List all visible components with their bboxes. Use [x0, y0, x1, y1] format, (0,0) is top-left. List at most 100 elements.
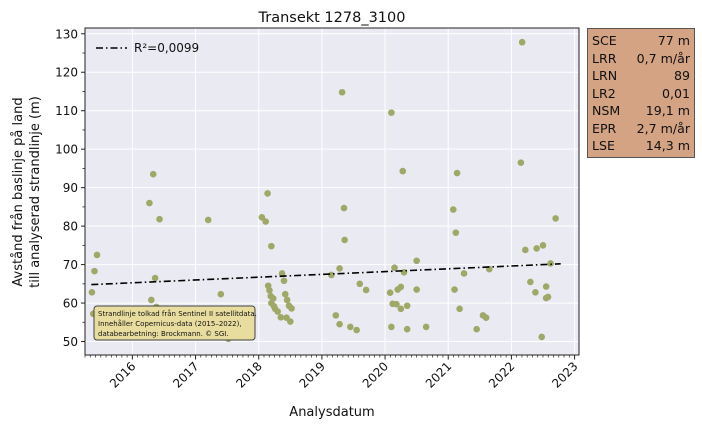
- data-point: [336, 320, 343, 328]
- data-point: [413, 286, 420, 293]
- data-point: [532, 288, 539, 296]
- stat-value: 0,7 m/år: [636, 50, 690, 66]
- y-tick-label: 90: [63, 181, 78, 195]
- data-point: [397, 305, 405, 313]
- y-axis-label-line2: till analyserad strandlinje (m): [28, 96, 43, 288]
- data-point: [399, 167, 407, 175]
- data-point: [217, 290, 225, 298]
- data-point: [533, 245, 540, 252]
- stat-value: 19,1 m: [645, 103, 690, 118]
- data-point: [451, 286, 458, 293]
- data-point: [93, 251, 101, 259]
- stat-row-nsm: NSM 19,1 m: [592, 102, 690, 120]
- data-point: [288, 305, 295, 312]
- annotation-line-3: databearbetning: Brockmann. © SGI.: [98, 330, 229, 338]
- y-tick-label: 130: [55, 27, 78, 41]
- stat-row-epr: EPR 2,7 m/år: [592, 120, 690, 138]
- data-point: [268, 242, 275, 250]
- x-tick-label: 2023: [549, 359, 580, 390]
- data-point: [460, 270, 468, 277]
- data-point: [362, 286, 370, 294]
- data-point: [518, 38, 526, 46]
- annotation-line-2: Innehåller Copernicus-data (2015–2022),: [98, 319, 242, 328]
- plot-area: [85, 28, 579, 355]
- x-axis-ticks: 2016 2017 2018 2019 2020 2021 2022 2023: [84, 355, 581, 391]
- data-point: [258, 213, 266, 221]
- statistics-box: SCE 77 m LRR 0,7 m/år LRN 89 LR2 0,01 NSM 19,…: [587, 28, 695, 158]
- chart-title: Transekt 1278_3100: [258, 10, 406, 26]
- data-point: [413, 257, 420, 265]
- data-point: [262, 218, 269, 225]
- data-point: [338, 88, 346, 96]
- x-tick-label: 2022: [486, 359, 517, 390]
- stat-key: LRR: [592, 50, 617, 66]
- y-tick-label: 70: [63, 258, 78, 272]
- stat-key: EPR: [592, 120, 617, 136]
- y-axis-ticks: 50 60 70 80 90 100 110 120 130: [55, 27, 85, 349]
- plot-frame: [84, 27, 580, 356]
- data-point: [353, 326, 360, 334]
- stat-value: 2,7 m/år: [636, 120, 690, 136]
- stat-value: 14,3 m: [645, 138, 690, 153]
- stat-key: LR2: [592, 85, 616, 101]
- x-tick-label: 2021: [423, 359, 454, 390]
- data-point: [544, 293, 552, 301]
- grid-lines: [85, 28, 579, 355]
- trend-line: [91, 263, 561, 286]
- data-point: [388, 323, 395, 331]
- data-point: [356, 280, 364, 288]
- data-point: [278, 270, 286, 277]
- data-point: [281, 290, 289, 298]
- stat-key: LRN: [592, 68, 618, 83]
- data-point: [280, 277, 288, 285]
- stat-row-lse: LSE 14,3 m: [592, 137, 690, 155]
- data-point: [397, 283, 405, 291]
- legend: R²=0,0099: [96, 41, 199, 55]
- data-point: [266, 287, 273, 294]
- x-tick-label: 2016: [107, 359, 138, 390]
- data-point: [148, 296, 155, 304]
- data-point: [522, 246, 529, 254]
- stat-value: 0,01: [661, 85, 690, 101]
- y-tick-label: 60: [63, 297, 78, 311]
- data-point: [277, 313, 285, 321]
- y-tick-label: 80: [63, 220, 78, 234]
- data-point: [517, 159, 525, 166]
- data-point: [264, 190, 271, 197]
- x-tick-label: 2018: [233, 359, 264, 390]
- data-point: [204, 216, 212, 224]
- data-point: [422, 323, 430, 331]
- stat-value: 77 m: [657, 33, 690, 48]
- data-point: [403, 302, 411, 310]
- stat-key: NSM: [592, 103, 621, 118]
- stat-value: 89: [673, 68, 690, 83]
- y-tick-label: 100: [55, 143, 78, 157]
- data-point: [341, 236, 348, 244]
- legend-label: R²=0,0099: [134, 41, 199, 55]
- data-point: [274, 308, 281, 315]
- data-point: [552, 215, 559, 222]
- data-point: [482, 314, 490, 321]
- y-tick-label: 50: [63, 335, 78, 349]
- stat-row-lrn: LRN 89: [592, 67, 690, 85]
- data-point: [403, 325, 411, 333]
- axes: [84, 27, 580, 356]
- annotation-box: [93, 305, 256, 341]
- data-point: [88, 288, 96, 296]
- x-axis-label: Analysdatum: [289, 405, 374, 420]
- data-point: [547, 260, 554, 267]
- annotation-line-1: Strandlinje tolkad från Sentinel II sate…: [98, 309, 257, 318]
- data-source-annotation: Strandlinje tolkad från Sentinel II sate…: [93, 305, 257, 341]
- data-point: [452, 229, 460, 236]
- stat-key: LSE: [592, 138, 615, 153]
- data-point: [332, 312, 340, 319]
- data-point: [527, 278, 534, 286]
- data-point: [340, 204, 348, 212]
- data-point: [473, 325, 480, 333]
- data-point: [287, 318, 294, 325]
- data-point: [391, 264, 398, 271]
- data-point: [336, 265, 343, 272]
- y-axis-label-line1: Avstånd från baslinje på land: [11, 97, 26, 286]
- data-point: [283, 296, 291, 304]
